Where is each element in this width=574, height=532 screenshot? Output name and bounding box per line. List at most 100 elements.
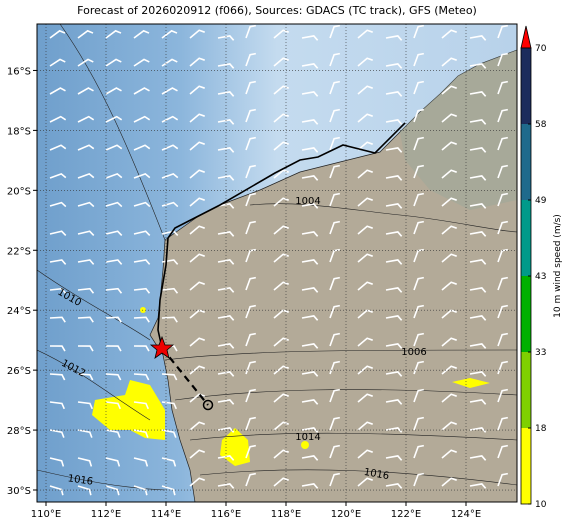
wind-barb-shaft — [357, 141, 373, 151]
wind-barb-shaft — [189, 141, 205, 151]
wind-barb — [161, 230, 179, 237]
wind-barb-shaft — [77, 230, 95, 237]
wind-barb-shaft — [469, 371, 487, 377]
wind-barb — [77, 259, 95, 265]
wind-barb-shaft — [105, 401, 122, 410]
wind-barb-shaft — [189, 421, 205, 431]
wind-barb-shaft — [385, 259, 403, 265]
x-tick-label: 120°E — [331, 509, 361, 520]
wind-barb — [189, 253, 205, 263]
wind-barb — [49, 259, 67, 265]
wind-barb-shaft — [329, 388, 340, 403]
wind-barb-shaft — [469, 119, 487, 125]
wind-barb-shaft — [217, 119, 235, 125]
wind-barb — [329, 192, 340, 207]
wind-barb-shaft — [133, 259, 151, 265]
wind-barb — [105, 201, 123, 208]
wind-barb — [385, 203, 403, 209]
wind-barb — [217, 315, 235, 321]
wind-barb — [133, 401, 150, 410]
wind-barb-shaft — [497, 416, 508, 431]
wind-barb — [469, 35, 487, 41]
wind-barb — [133, 87, 150, 95]
wind-barb-shaft — [161, 29, 178, 39]
wind-barb-shaft — [357, 85, 373, 95]
land-shade — [400, 50, 517, 210]
wind-barb-shaft — [301, 63, 319, 69]
wind-barb — [497, 108, 508, 123]
wind-barb-shaft — [329, 80, 340, 95]
wind-barb — [217, 427, 235, 433]
wind-barb-shaft — [161, 485, 176, 496]
wind-barb — [245, 192, 256, 207]
wind-barb — [385, 455, 403, 461]
wind-barb-shaft — [413, 108, 424, 123]
wind-barb — [357, 197, 373, 207]
wind-barb-shaft — [77, 201, 95, 208]
wind-barb — [105, 401, 122, 410]
wind-barb — [497, 304, 508, 319]
wind-barb-shaft — [385, 287, 403, 293]
wind-barb — [301, 203, 319, 209]
wind-barb-shaft — [161, 173, 179, 179]
wind-barb-shaft — [413, 80, 424, 95]
wind-barb-shaft — [217, 427, 235, 433]
wind-barb — [301, 35, 319, 41]
wind-barb — [217, 483, 235, 489]
wind-barb-shaft — [49, 29, 66, 39]
wind-barb-shaft — [413, 164, 424, 179]
wind-barb — [273, 85, 289, 95]
wind-barb — [273, 141, 289, 151]
wind-barb — [329, 472, 340, 487]
y-tick-label: 30°S — [7, 486, 31, 497]
wind-barb-shaft — [441, 113, 457, 123]
wind-barb — [413, 444, 424, 459]
wind-barb — [469, 483, 487, 489]
x-tick-label: 124°E — [451, 509, 481, 520]
wind-barb — [301, 63, 319, 69]
wind-barb-shaft — [133, 287, 151, 294]
wind-barb-shaft — [329, 304, 340, 319]
wind-barb — [189, 113, 205, 123]
grid — [37, 24, 517, 502]
wind-barb — [217, 35, 235, 41]
wind-barb-shaft — [441, 169, 457, 179]
wind-barb — [105, 58, 122, 67]
wind-barb — [273, 29, 289, 39]
wind-barb-shaft — [301, 427, 319, 433]
wind-barb — [77, 173, 95, 179]
wind-barb — [329, 444, 340, 459]
wind-barb — [161, 29, 178, 39]
wind-barb-shaft — [77, 287, 95, 294]
wind-barb-shaft — [357, 281, 373, 291]
y-tick-label: 20°S — [7, 186, 31, 197]
wind-barb-shaft — [245, 108, 256, 123]
wind-barb-shaft — [133, 230, 151, 237]
wind-barb-shaft — [441, 85, 457, 95]
wind-barb-shaft — [329, 472, 340, 487]
wind-barb — [245, 136, 256, 151]
isobar-label: 1016 — [363, 467, 390, 482]
wind-barb-shaft — [497, 388, 508, 403]
wind-barb — [301, 259, 319, 265]
wind-barb — [357, 85, 373, 95]
wind-barb-shaft — [385, 455, 403, 461]
wind-barb-shaft — [77, 345, 94, 352]
wind-barb-shaft — [245, 220, 256, 235]
wind-barb-shaft — [245, 416, 256, 431]
wind-barb — [161, 457, 177, 467]
wind-barb — [189, 197, 205, 207]
wind-barb — [77, 29, 94, 39]
wind-barb-shaft — [329, 192, 340, 207]
wind-barb-shaft — [133, 87, 150, 95]
wind-barb — [133, 429, 149, 438]
wind-barb — [301, 343, 319, 349]
wind-barb — [245, 444, 256, 459]
wind-barb — [273, 169, 289, 179]
wind-barb — [133, 173, 151, 179]
wind-barb — [357, 477, 373, 487]
wind-barb — [469, 455, 487, 461]
wind-barb — [133, 230, 151, 237]
wind-barb-shaft — [469, 147, 487, 153]
wind-barb — [441, 365, 457, 375]
